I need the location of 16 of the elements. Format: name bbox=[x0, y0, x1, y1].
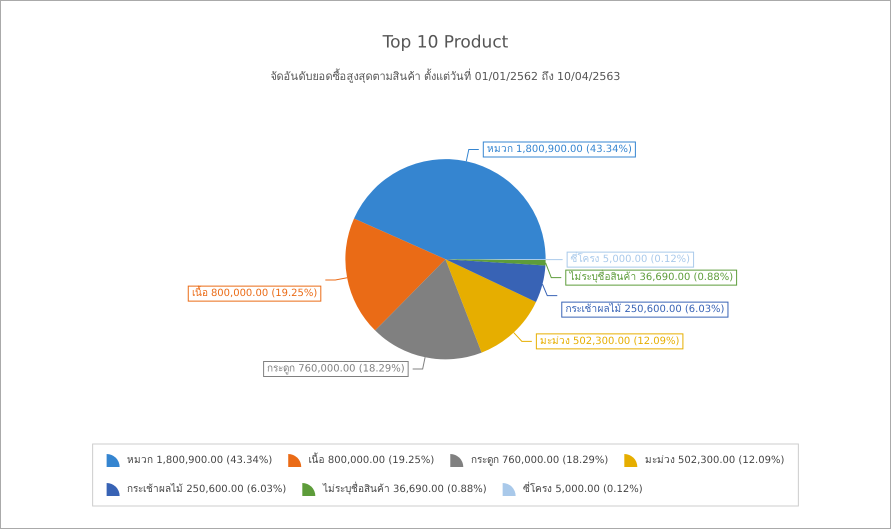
slice-label: กระดูก 760,000.00 (18.29%) bbox=[267, 364, 405, 375]
legend-label: กระดูก 760,000.00 (18.29%) bbox=[470, 455, 608, 466]
chart-title: Top 10 Product bbox=[382, 32, 509, 52]
slice-label: ไม่ระบุชื่อสินค้า 36,690.00 (0.88%) bbox=[568, 269, 734, 284]
legend-label: มะม่วง 502,300.00 (12.09%) bbox=[644, 455, 784, 466]
slice-label: หมวก 1,800,900.00 (43.34%) bbox=[486, 144, 632, 156]
slice-label: กระเช้าผลไม้ 250,600.00 (6.03%) bbox=[565, 303, 725, 316]
legend-label: เนื้อ 800,000.00 (19.25%) bbox=[308, 452, 434, 466]
slice-label: เนื้อ 800,000.00 (19.25%) bbox=[192, 285, 318, 300]
legend-label: ไม่ระบุชื่อสินค้า 36,690.00 (0.88%) bbox=[322, 481, 487, 495]
legend-label: กระเช้าผลไม้ 250,600.00 (6.03%) bbox=[127, 483, 286, 495]
chart-subtitle: จัดอันดับยอดซื้อสูงสุดตามสินค้า ตั้งแต่วันที่ 01/01/2562 ถึง 10/04/2563 bbox=[270, 68, 620, 83]
legend-label: หมวก 1,800,900.00 (43.34%) bbox=[127, 455, 272, 466]
legend-label: ซี่โครง 5,000.00 (0.12%) bbox=[523, 481, 643, 495]
slice-label: มะม่วง 502,300.00 (12.09%) bbox=[540, 336, 680, 347]
slice-label: ซี่โครง 5,000.00 (0.12%) bbox=[570, 251, 690, 266]
